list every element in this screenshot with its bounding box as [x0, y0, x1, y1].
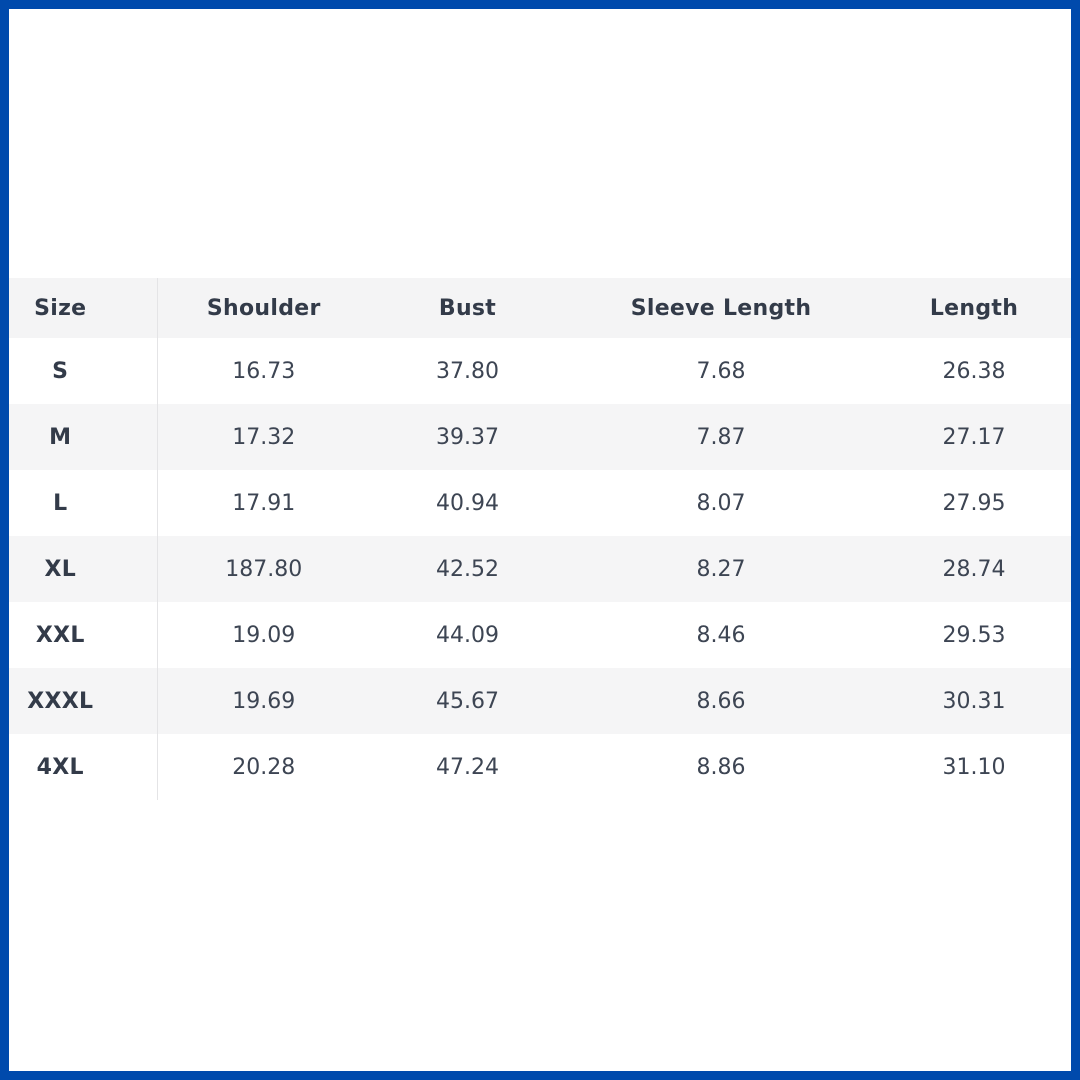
table-row: M 17.32 39.37 7.87 27.17 [9, 404, 1071, 470]
value-cell: 31.10 [942, 754, 1006, 780]
column-header-length: Length [877, 278, 1071, 338]
table-row: XXL 19.09 44.09 8.46 29.53 [9, 602, 1071, 668]
column-header-shoulder: Shoulder [157, 278, 370, 338]
value-cell: 42.52 [436, 556, 499, 582]
value-cell: 20.28 [232, 754, 296, 780]
value-cell: 7.68 [696, 358, 746, 384]
value-cell: 17.91 [232, 490, 296, 516]
column-header-size: Size [9, 278, 158, 338]
value-cell: 27.95 [942, 490, 1006, 516]
value-cell: 8.27 [696, 556, 746, 582]
value-cell: 40.94 [436, 490, 499, 516]
size-cell: M [9, 404, 158, 470]
value-cell: 47.24 [436, 754, 499, 780]
size-cell: S [9, 338, 158, 404]
table-row: XL 187.80 42.52 8.27 28.74 [9, 536, 1071, 602]
page-canvas: Size Shoulder Bust Sleeve Length Length … [9, 9, 1071, 1071]
header-row: Size Shoulder Bust Sleeve Length Length [9, 278, 1071, 338]
size-chart-body: S 16.73 37.80 7.68 26.38 M 17.32 39.37 7.87 27.17… [9, 338, 1071, 800]
value-cell: 45.67 [436, 688, 499, 714]
value-cell: 28.74 [942, 556, 1006, 582]
value-cell: 17.32 [232, 424, 296, 450]
value-cell: 8.86 [696, 754, 746, 780]
table-row: L 17.91 40.94 8.07 27.95 [9, 470, 1071, 536]
value-cell: 30.31 [942, 688, 1006, 714]
column-header-sleeve-length: Sleeve Length [565, 278, 877, 338]
size-cell: XXXL [9, 668, 158, 734]
value-cell: 8.07 [696, 490, 746, 516]
value-cell: 26.38 [942, 358, 1006, 384]
value-cell: 29.53 [942, 622, 1006, 648]
value-cell: 39.37 [436, 424, 499, 450]
table-row: XXXL 19.69 45.67 8.66 30.31 [9, 668, 1071, 734]
table-header: Size Shoulder Bust Sleeve Length Length [9, 278, 1071, 338]
value-cell: 27.17 [942, 424, 1006, 450]
value-cell: 37.80 [436, 358, 499, 384]
value-cell: 16.73 [232, 358, 296, 384]
value-cell: 8.46 [696, 622, 746, 648]
table-row: 4XL 20.28 47.24 8.86 31.10 [9, 734, 1071, 800]
size-chart-table: Size Shoulder Bust Sleeve Length Length … [9, 278, 1072, 800]
value-cell: 8.66 [696, 688, 746, 714]
size-cell: 4XL [9, 734, 158, 800]
value-cell: 19.69 [232, 688, 296, 714]
value-cell: 19.09 [232, 622, 296, 648]
size-cell: L [9, 470, 158, 536]
value-cell: 44.09 [436, 622, 499, 648]
value-cell: 7.87 [696, 424, 746, 450]
value-cell: 187.80 [225, 556, 303, 582]
size-cell: XL [9, 536, 158, 602]
column-header-bust: Bust [370, 278, 565, 338]
size-cell: XXL [9, 602, 158, 668]
table-row: S 16.73 37.80 7.68 26.38 [9, 338, 1071, 404]
